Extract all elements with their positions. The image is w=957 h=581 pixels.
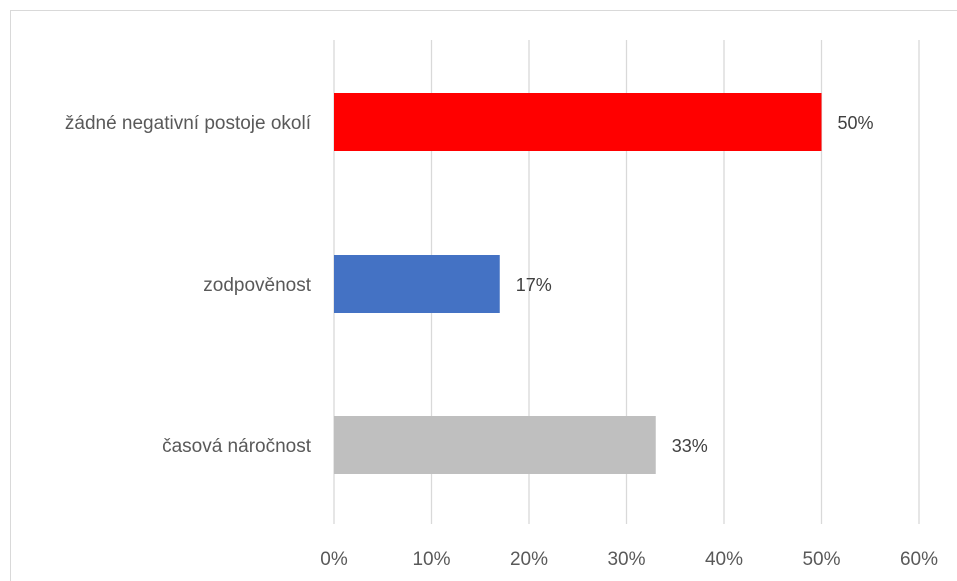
x-tick-label: 0% bbox=[320, 549, 348, 570]
data-labels: 50% 17% 33% bbox=[516, 113, 874, 456]
bar-1 bbox=[334, 255, 500, 313]
bar-2 bbox=[334, 416, 656, 474]
bar-0 bbox=[334, 93, 822, 151]
category-labels: žádné negativní postoje okolí zodpověnost… bbox=[65, 113, 312, 457]
data-label: 50% bbox=[838, 113, 874, 133]
data-label: 33% bbox=[672, 436, 708, 456]
x-tick-label: 40% bbox=[705, 549, 743, 570]
category-label: zodpověnost bbox=[203, 275, 311, 296]
category-label: žádné negativní postoje okolí bbox=[65, 113, 312, 134]
x-tick-label: 60% bbox=[900, 549, 938, 570]
x-tick-label: 50% bbox=[802, 549, 840, 570]
bars bbox=[334, 93, 822, 474]
x-tick-label: 20% bbox=[510, 549, 548, 570]
x-tick-label: 10% bbox=[412, 549, 450, 570]
x-axis-tick-labels: 0% 10% 20% 30% 40% 50% 60% bbox=[320, 549, 938, 570]
x-tick-label: 30% bbox=[607, 549, 645, 570]
category-label: časová náročnost bbox=[162, 436, 312, 457]
data-label: 17% bbox=[516, 275, 552, 295]
